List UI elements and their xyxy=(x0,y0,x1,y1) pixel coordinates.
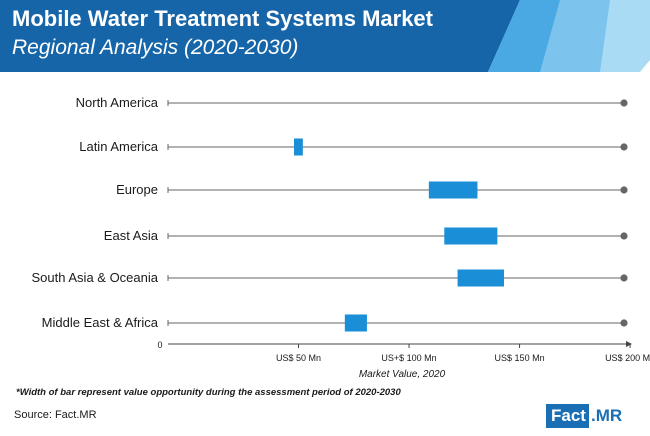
row-end-dot-europe xyxy=(620,186,628,194)
page-subtitle: Regional Analysis (2020-2030) xyxy=(12,36,299,59)
x-tick-label-1: US+$ 100 Mn xyxy=(381,353,436,363)
range-bar-south-asia-oceania xyxy=(457,269,504,287)
x-axis-origin-label: 0 xyxy=(157,340,162,350)
row-end-dot-latin-america xyxy=(620,143,628,151)
x-axis-arrow xyxy=(626,341,632,347)
logo-fact: Fact xyxy=(546,404,589,428)
category-label-europe: Europe xyxy=(116,182,158,197)
accent-band-3 xyxy=(600,0,650,72)
source-label: Source: Fact.MR xyxy=(14,409,97,421)
x-tick-label-2: US$ 150 Mn xyxy=(495,353,545,363)
category-label-north-america: North America xyxy=(76,95,159,110)
row-end-dot-east-asia xyxy=(620,232,628,240)
row-end-dot-south-asia-oceania xyxy=(620,274,628,282)
x-tick-label-3: US$ 200 Mn xyxy=(605,353,650,363)
header-banner xyxy=(0,0,650,72)
row-end-dot-middle-east-africa xyxy=(620,319,628,327)
range-bar-chart: North America Latin America Europe East Asi… xyxy=(32,95,650,380)
category-label-latin-america: Latin America xyxy=(79,139,159,154)
footnote: *Width of bar represent value opportunit… xyxy=(16,387,401,398)
logo-mr: .MR xyxy=(590,406,623,425)
x-axis-title: Market Value, 2020 xyxy=(359,369,446,380)
category-label-middle-east-africa: Middle East & Africa xyxy=(42,315,159,330)
range-bar-east-asia xyxy=(444,227,498,245)
title-band xyxy=(0,0,520,72)
row-end-dot-north-america xyxy=(620,99,628,107)
range-bar-europe xyxy=(428,181,478,199)
x-tick-label-0: US$ 50 Mn xyxy=(276,353,321,363)
category-label-south-asia-oceania: South Asia & Oceania xyxy=(32,270,159,285)
range-bar-middle-east-africa xyxy=(344,314,367,332)
page-title: Mobile Water Treatment Systems Market xyxy=(12,6,433,31)
factmr-logo: Fact .MR xyxy=(546,404,622,428)
category-label-east-asia: East Asia xyxy=(104,228,159,243)
range-bar-latin-america xyxy=(293,138,303,156)
